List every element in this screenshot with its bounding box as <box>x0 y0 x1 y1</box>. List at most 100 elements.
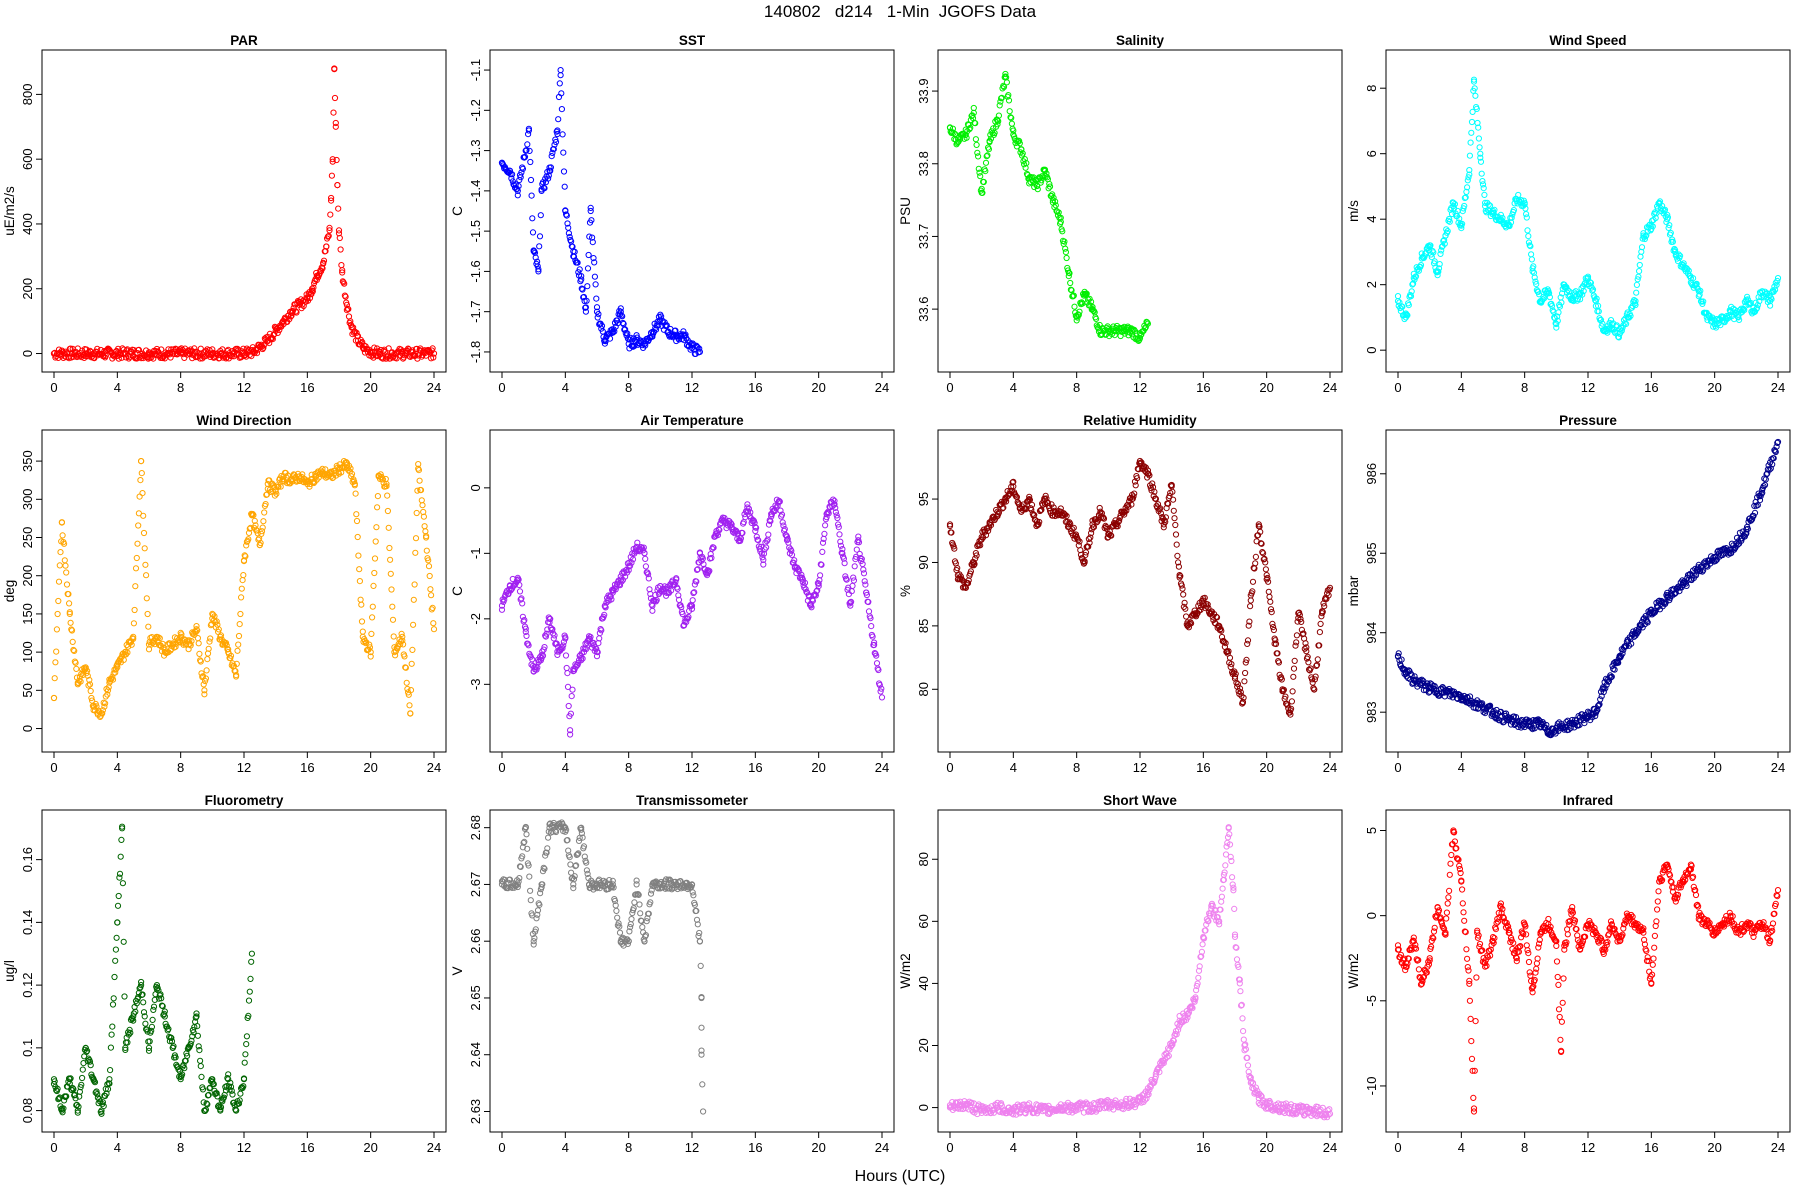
y-axis-label: V <box>450 966 465 975</box>
data-point <box>339 267 346 274</box>
y-tick-label: 800 <box>20 84 35 106</box>
x-tick-label: 8 <box>1073 1140 1080 1155</box>
data-point <box>114 919 121 926</box>
data-point <box>272 327 279 334</box>
data-point <box>1063 254 1070 262</box>
data-point <box>142 1020 149 1027</box>
data-point <box>618 312 625 319</box>
data-point <box>1482 203 1489 210</box>
data-point <box>1249 578 1257 585</box>
data-point <box>1767 302 1774 309</box>
data-point <box>356 578 363 585</box>
x-tick-label: 16 <box>748 1140 762 1155</box>
data-point <box>1291 657 1298 665</box>
data-point <box>215 626 222 633</box>
x-tick-label: 4 <box>562 760 569 775</box>
data-point <box>1068 287 1075 294</box>
data-point <box>1441 240 1448 247</box>
data-point <box>1524 227 1531 234</box>
data-point <box>1458 225 1465 232</box>
data-point <box>130 633 137 640</box>
x-tick-label: 20 <box>363 760 377 775</box>
data-point <box>1059 228 1066 235</box>
data-point <box>387 556 394 563</box>
data-point <box>55 597 62 605</box>
x-tick-label: 24 <box>1323 1140 1337 1155</box>
data-point <box>1597 316 1605 323</box>
data-point <box>1597 696 1604 703</box>
data-point <box>1461 202 1468 210</box>
data-point <box>1477 154 1484 161</box>
data-point <box>372 538 379 545</box>
y-tick-label: -1.3 <box>468 139 483 161</box>
data-point <box>1759 288 1766 295</box>
x-tick-label: 0 <box>946 380 953 395</box>
data-point <box>130 620 137 627</box>
data-point <box>1679 261 1687 269</box>
x-tick-label: 4 <box>114 380 121 395</box>
data-point <box>1482 199 1489 206</box>
data-point <box>1636 261 1643 269</box>
data-point <box>1632 301 1639 309</box>
data-point <box>399 637 406 644</box>
data-point <box>689 597 696 604</box>
data-point <box>1564 287 1571 294</box>
data-point <box>554 127 561 134</box>
data-point <box>277 483 284 490</box>
data-point <box>1505 222 1512 229</box>
data-point <box>304 480 311 488</box>
data-point <box>425 563 433 570</box>
data-point <box>562 207 569 215</box>
data-point <box>1465 174 1472 181</box>
data-point <box>1634 276 1641 283</box>
data-point <box>1418 255 1425 262</box>
data-point <box>66 610 73 618</box>
data-point <box>851 563 858 570</box>
data-point <box>1508 214 1515 221</box>
data-point <box>1489 209 1497 216</box>
data-point <box>1006 108 1013 115</box>
data-point <box>1475 124 1482 131</box>
data-point <box>275 483 282 490</box>
data-point <box>205 645 212 652</box>
data-point <box>588 217 595 224</box>
data-point <box>1067 286 1075 293</box>
y-tick-label: 0 <box>916 1104 931 1111</box>
data-point <box>249 510 256 518</box>
data-point <box>271 492 278 499</box>
x-tick-label: 0 <box>50 1140 57 1155</box>
data-point <box>977 173 984 180</box>
y-tick-label: 0.12 <box>20 972 35 997</box>
y-tick-label: 0 <box>1364 347 1379 354</box>
data-point <box>1405 302 1412 309</box>
data-point <box>57 549 64 556</box>
data-point <box>1531 274 1538 281</box>
data-point <box>371 569 378 577</box>
data-point <box>1434 272 1441 279</box>
data-point <box>591 259 598 266</box>
data-point <box>1293 639 1300 646</box>
data-point <box>535 266 542 273</box>
data-point <box>1172 521 1179 529</box>
x-tick-label: 20 <box>811 760 825 775</box>
data-point <box>1266 593 1273 600</box>
data-point <box>1774 275 1782 282</box>
x-tick-label: 0 <box>50 380 57 395</box>
data-point <box>200 681 207 688</box>
panel-title: Relative Humidity <box>1083 413 1197 428</box>
data-point <box>593 295 600 302</box>
data-point <box>82 664 89 671</box>
data-point <box>1062 245 1069 252</box>
data-point <box>1525 233 1532 240</box>
data-point <box>70 646 77 654</box>
data-point <box>398 630 405 638</box>
y-tick-label: 90 <box>916 555 931 569</box>
data-point <box>1467 139 1474 146</box>
data-point <box>339 269 346 276</box>
y-axis-label: C <box>450 586 465 596</box>
data-point <box>256 542 263 549</box>
